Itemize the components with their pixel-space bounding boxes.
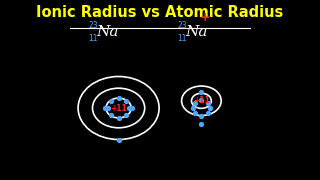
Text: Na: Na [186,25,208,39]
Text: Ionic Radius vs Atomic Radius: Ionic Radius vs Atomic Radius [36,5,284,20]
Text: 23: 23 [177,21,187,30]
Text: 11: 11 [177,34,187,43]
Text: +: + [200,11,210,24]
Text: +11: +11 [110,103,127,112]
Text: Na: Na [97,25,119,39]
Text: +11: +11 [193,96,210,105]
Text: 23: 23 [88,21,98,30]
Text: 11: 11 [88,34,98,43]
